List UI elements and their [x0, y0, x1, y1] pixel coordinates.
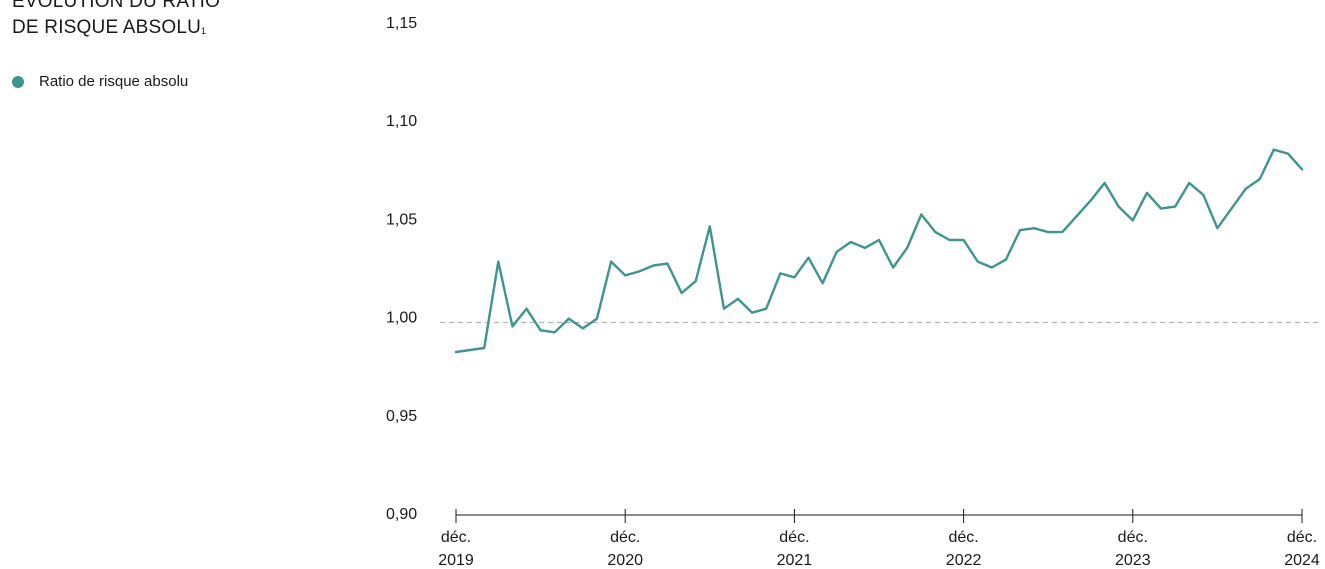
x-tick-label-month: déc.: [610, 529, 640, 546]
x-tick-label-year: 2021: [777, 552, 813, 569]
y-tick-label: 0,95: [386, 408, 417, 425]
chart-title-text: DE RISQUE ABSOLU: [12, 17, 202, 38]
x-tick-label-month: déc.: [779, 529, 809, 546]
x-tick-label-month: déc.: [441, 529, 471, 546]
x-tick-label-year: 2019: [438, 552, 474, 569]
x-tick-label-month: déc.: [948, 529, 978, 546]
legend-marker-icon: [12, 75, 24, 88]
x-tick-label-year: 2024: [1284, 552, 1320, 569]
y-tick-label: 1,10: [386, 113, 417, 130]
x-tick-label-month: déc.: [1118, 529, 1148, 546]
series-line-ratio-de-risque-absolu: [454, 148, 1304, 354]
chart-title: ÉVOLUTION DU RATIO DE RISQUE ABSOLU1: [12, 0, 220, 41]
y-tick-label: 1,15: [386, 15, 417, 32]
x-tick-label-year: 2022: [946, 552, 982, 569]
legend: Ratio de risque absolu: [12, 73, 188, 90]
legend-label: Ratio de risque absolu: [39, 73, 189, 90]
x-tick-label-month: déc.: [1287, 529, 1317, 546]
y-tick-label: 1,05: [386, 211, 417, 228]
x-tick-label-year: 2023: [1115, 552, 1151, 569]
chart-title-line-1: ÉVOLUTION DU RATIO: [12, 0, 221, 12]
y-tick-label: 0,90: [386, 506, 417, 523]
chart-title-line-2: DE RISQUE ABSOLU1: [12, 15, 220, 41]
y-tick-label: 1,00: [386, 310, 417, 327]
x-tick-label-year: 2020: [607, 552, 643, 569]
footnote-marker: 1: [201, 26, 207, 36]
